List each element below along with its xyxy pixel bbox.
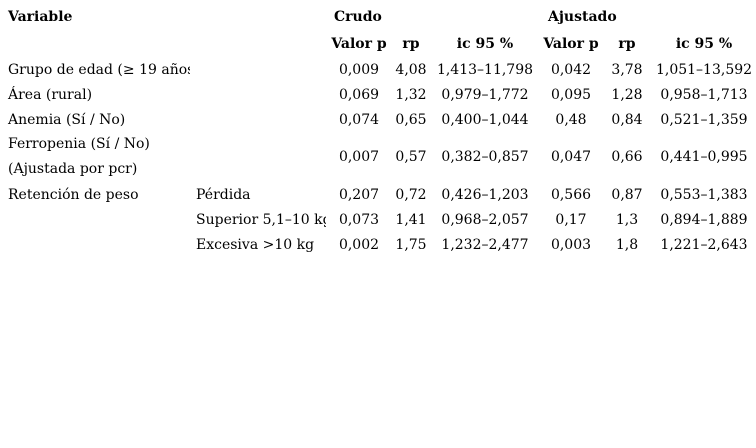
ajustado-ic95-cell: 0,553–1,383 [660,186,748,203]
table-row-grupo-de-edad: Grupo de edad (≥ 19 años) 0,009 4,08 1,4… [0,57,756,82]
header-row-groups: Variable Crudo Ajustado [0,3,756,31]
crudo-rp-cell: 0,65 [395,111,427,128]
crudo-rp-cell: 4,08 [395,61,427,78]
table-row-retencion-perdida: Retención de peso Pérdida 0,207 0,72 0,4… [0,182,756,207]
crudo-rp-cell: 0,72 [395,186,427,203]
ajustado-valor-p-cell: 0,003 [550,236,592,253]
subheader-rp-crudo: rp [402,36,420,52]
table-row-ferropenia: Ferropenia (Sí / No) (Ajustada por pcr) … [0,132,756,182]
crudo-ic95-cell: 0,968–2,057 [441,211,529,228]
subheader-ic95-ajustado: ic 95 % [675,36,733,52]
crudo-rp-cell: 1,32 [395,86,427,103]
variable-cell: Anemia (Sí / No) [8,111,126,128]
table-row-area-rural: Área (rural) 0,069 1,32 0,979–1,772 0,09… [0,82,756,107]
ajustado-ic95-cell: 0,894–1,889 [660,211,748,228]
crudo-ic95-cell: 1,232–2,477 [441,236,529,253]
variable-cell [0,232,190,257]
ajustado-ic95-cell: 0,958–1,713 [660,86,748,103]
crudo-ic95-cell: 0,979–1,772 [441,86,529,103]
variable-cell: Área (rural) [8,86,93,103]
ajustado-valor-p-cell: 0,047 [550,149,592,165]
crudo-valor-p-cell: 0,002 [338,236,380,253]
ajustado-valor-p-cell: 0,566 [550,186,592,203]
subheader-valor-p-ajustado: Valor p [543,36,599,52]
ajustado-valor-p-cell: 0,48 [555,111,587,128]
ajustado-valor-p-cell: 0,042 [550,61,592,78]
ajustado-rp-cell: 3,78 [611,61,643,78]
header-row-subcolumns: Valor p rp ic 95 % Valor p rp ic 95 % [0,31,756,57]
category-cell: Pérdida [196,186,251,203]
crudo-rp-cell: 0,57 [395,149,427,165]
crudo-rp-cell: 1,41 [395,211,427,228]
ajustado-ic95-cell: 1,221–2,643 [660,236,748,253]
crudo-ic95-cell: 0,400–1,044 [441,111,529,128]
category-cell: Superior 5,1–10 kg [196,211,326,228]
subheader-rp-ajustado: rp [618,36,636,52]
crudo-valor-p-cell: 0,009 [338,61,380,78]
category-cell [190,82,326,107]
crudo-valor-p-cell: 0,073 [338,211,380,228]
crudo-ic95-cell: 0,426–1,203 [441,186,529,203]
category-cell [190,132,326,182]
col-header-variable: Variable [8,9,73,25]
ajustado-ic95-cell: 1,051–13,592 [655,61,753,78]
ajustado-rp-cell: 0,66 [611,149,643,165]
crudo-rp-cell: 1,75 [395,236,427,253]
results-table: Variable Crudo Ajustado Valor p rp ic 95… [0,3,756,257]
variable-cell [0,207,190,232]
group-header-ajustado: Ajustado [548,9,617,25]
subheader-valor-p-crudo: Valor p [331,36,387,52]
crudo-ic95-cell: 0,382–0,857 [441,149,529,165]
crudo-valor-p-cell: 0,069 [338,86,380,103]
variable-line-1: Ferropenia (Sí / No) [8,136,150,152]
variable-cell: Retención de peso [8,186,139,203]
category-cell [190,57,326,82]
crudo-valor-p-cell: 0,207 [338,186,380,203]
ajustado-rp-cell: 1,8 [615,236,639,253]
crudo-ic95-cell: 1,413–11,798 [436,61,534,78]
variable-cell: Grupo de edad (≥ 19 años) [8,61,190,78]
category-cell: Excesiva >10 kg [196,236,315,253]
variable-cell: Ferropenia (Sí / No) (Ajustada por pcr) [0,132,190,182]
ajustado-rp-cell: 1,28 [611,86,643,103]
ajustado-rp-cell: 1,3 [615,211,639,228]
variable-line-2: (Ajustada por pcr) [8,161,138,177]
ajustado-ic95-cell: 0,441–0,995 [660,149,748,165]
table-row-anemia: Anemia (Sí / No) 0,074 0,65 0,400–1,044 … [0,107,756,132]
ajustado-ic95-cell: 0,521–1,359 [660,111,748,128]
ajustado-valor-p-cell: 0,095 [550,86,592,103]
group-header-crudo: Crudo [334,9,382,25]
ajustado-rp-cell: 0,87 [611,186,643,203]
crudo-valor-p-cell: 0,007 [338,149,380,165]
subheader-spacer [0,31,326,57]
table-row-retencion-excesiva: Excesiva >10 kg 0,002 1,75 1,232–2,477 0… [0,232,756,257]
table-row-retencion-superior: Superior 5,1–10 kg 0,073 1,41 0,968–2,05… [0,207,756,232]
ajustado-rp-cell: 0,84 [611,111,643,128]
category-cell [190,107,326,132]
ajustado-valor-p-cell: 0,17 [555,211,587,228]
subheader-ic95-crudo: ic 95 % [456,36,514,52]
crudo-valor-p-cell: 0,074 [338,111,380,128]
